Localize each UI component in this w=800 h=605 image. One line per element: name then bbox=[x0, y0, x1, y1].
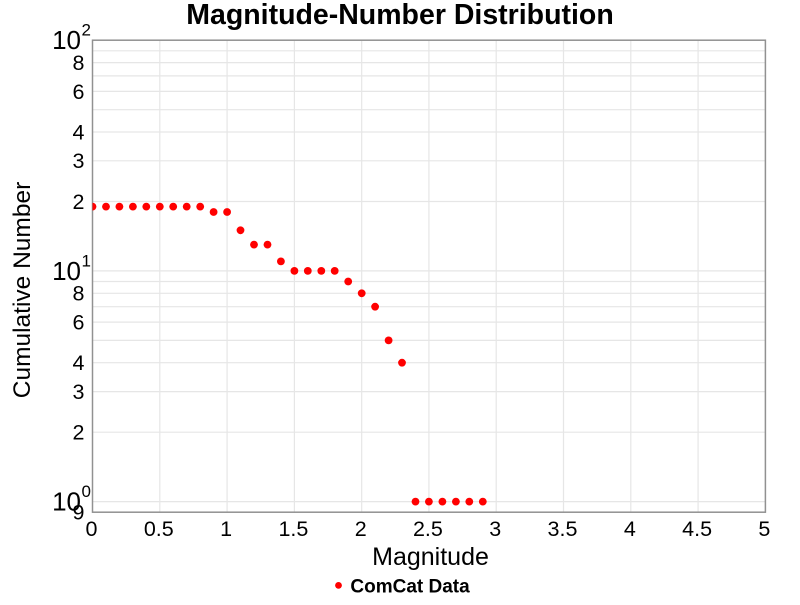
svg-text:Magnitude-Number Distribution: Magnitude-Number Distribution bbox=[186, 0, 613, 31]
svg-text:10: 10 bbox=[52, 487, 81, 517]
svg-text:4: 4 bbox=[73, 120, 85, 144]
svg-text:2: 2 bbox=[73, 190, 85, 214]
svg-text:Magnitude: Magnitude bbox=[372, 543, 489, 571]
svg-text:3: 3 bbox=[489, 517, 501, 541]
svg-text:5: 5 bbox=[758, 517, 770, 541]
svg-text:ComCat Data: ComCat Data bbox=[350, 577, 470, 598]
svg-text:2: 2 bbox=[73, 421, 85, 445]
svg-text:4: 4 bbox=[73, 351, 85, 375]
svg-text:3: 3 bbox=[73, 149, 85, 173]
svg-text:10: 10 bbox=[52, 25, 81, 55]
svg-text:0.5: 0.5 bbox=[144, 517, 174, 541]
svg-text:4.5: 4.5 bbox=[682, 517, 712, 541]
svg-text:1: 1 bbox=[82, 251, 91, 270]
svg-text:8: 8 bbox=[73, 51, 85, 75]
svg-text:9: 9 bbox=[73, 501, 85, 525]
svg-text:3.5: 3.5 bbox=[548, 517, 578, 541]
svg-text:Cumulative Number: Cumulative Number bbox=[9, 182, 36, 399]
svg-text:4: 4 bbox=[624, 517, 636, 541]
svg-text:0: 0 bbox=[86, 517, 98, 541]
svg-text:2.5: 2.5 bbox=[413, 517, 443, 541]
svg-text:6: 6 bbox=[73, 311, 85, 335]
svg-text:1: 1 bbox=[220, 517, 232, 541]
svg-text:0: 0 bbox=[82, 482, 91, 501]
svg-text:6: 6 bbox=[73, 80, 85, 104]
svg-text:2: 2 bbox=[82, 21, 91, 40]
svg-text:3: 3 bbox=[73, 380, 85, 404]
svg-text:1.5: 1.5 bbox=[278, 517, 308, 541]
svg-text:10: 10 bbox=[52, 256, 81, 286]
svg-text:2: 2 bbox=[355, 517, 367, 541]
svg-text:8: 8 bbox=[73, 282, 85, 306]
